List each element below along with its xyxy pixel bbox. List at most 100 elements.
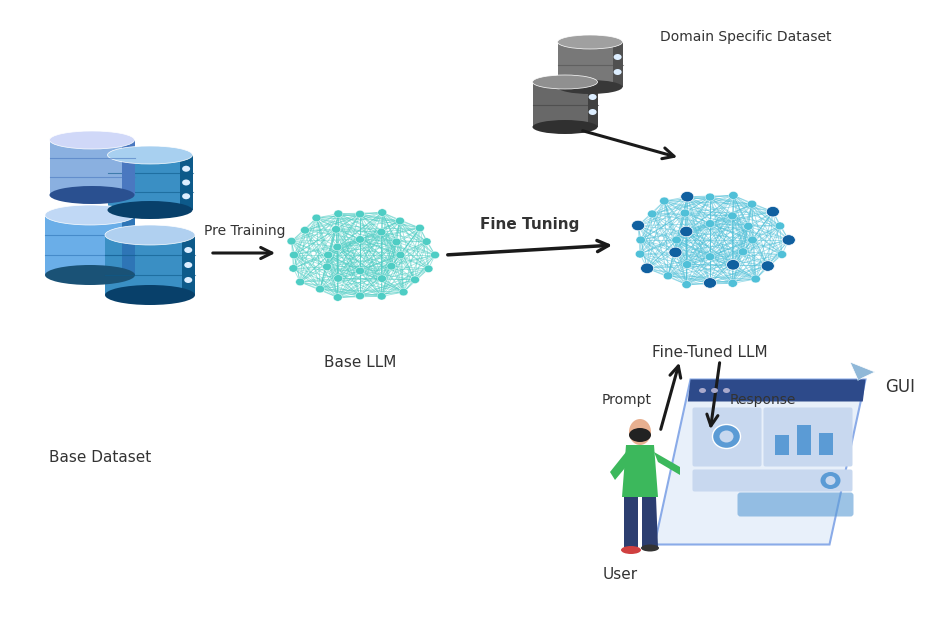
- FancyBboxPatch shape: [105, 235, 195, 295]
- Ellipse shape: [182, 193, 190, 199]
- Ellipse shape: [719, 430, 733, 442]
- FancyBboxPatch shape: [737, 493, 853, 517]
- Ellipse shape: [315, 285, 325, 293]
- FancyBboxPatch shape: [819, 432, 832, 454]
- Ellipse shape: [290, 251, 298, 259]
- Ellipse shape: [105, 285, 195, 305]
- Text: Fine Tuning: Fine Tuning: [481, 217, 580, 232]
- Ellipse shape: [680, 227, 693, 237]
- Ellipse shape: [422, 238, 431, 245]
- Ellipse shape: [430, 251, 440, 259]
- Ellipse shape: [705, 193, 714, 201]
- Text: GUI: GUI: [885, 378, 915, 396]
- Text: Fine-Tuned LLM: Fine-Tuned LLM: [653, 345, 768, 360]
- Ellipse shape: [629, 419, 651, 445]
- FancyBboxPatch shape: [693, 408, 762, 466]
- Ellipse shape: [712, 425, 740, 449]
- FancyBboxPatch shape: [774, 435, 788, 454]
- Ellipse shape: [184, 247, 192, 253]
- Ellipse shape: [728, 280, 737, 287]
- Ellipse shape: [395, 217, 405, 225]
- Ellipse shape: [312, 214, 321, 221]
- Ellipse shape: [387, 262, 396, 270]
- Ellipse shape: [767, 206, 779, 217]
- Ellipse shape: [680, 209, 690, 217]
- Text: Pre Training: Pre Training: [204, 224, 286, 238]
- Ellipse shape: [295, 278, 305, 286]
- Ellipse shape: [681, 191, 694, 202]
- Polygon shape: [624, 497, 638, 547]
- Polygon shape: [850, 362, 875, 380]
- Ellipse shape: [777, 251, 787, 259]
- FancyBboxPatch shape: [693, 469, 852, 492]
- FancyBboxPatch shape: [588, 82, 598, 127]
- Ellipse shape: [744, 222, 753, 230]
- Ellipse shape: [333, 210, 343, 218]
- Ellipse shape: [45, 205, 135, 225]
- Ellipse shape: [377, 228, 386, 236]
- Ellipse shape: [589, 109, 597, 115]
- Ellipse shape: [663, 272, 673, 280]
- Ellipse shape: [558, 80, 622, 94]
- Ellipse shape: [636, 236, 645, 244]
- Ellipse shape: [182, 166, 190, 172]
- Ellipse shape: [355, 292, 365, 300]
- Ellipse shape: [728, 212, 737, 220]
- FancyBboxPatch shape: [764, 408, 852, 466]
- Ellipse shape: [682, 281, 692, 288]
- Ellipse shape: [589, 94, 597, 100]
- Ellipse shape: [49, 186, 135, 204]
- Ellipse shape: [105, 225, 195, 245]
- Text: User: User: [602, 567, 637, 582]
- Ellipse shape: [324, 251, 332, 259]
- Ellipse shape: [49, 131, 135, 149]
- Ellipse shape: [821, 472, 841, 489]
- Ellipse shape: [705, 253, 714, 261]
- Ellipse shape: [332, 226, 341, 233]
- Ellipse shape: [738, 248, 748, 256]
- FancyBboxPatch shape: [107, 155, 193, 210]
- Text: Domain Specific Dataset: Domain Specific Dataset: [660, 30, 831, 44]
- Ellipse shape: [107, 201, 193, 219]
- Ellipse shape: [699, 388, 706, 393]
- Ellipse shape: [533, 75, 598, 89]
- Ellipse shape: [415, 224, 425, 232]
- Text: Response: Response: [730, 393, 796, 407]
- Text: Prompt: Prompt: [602, 393, 652, 407]
- Ellipse shape: [636, 250, 645, 258]
- Text: Base Dataset: Base Dataset: [48, 450, 151, 465]
- Ellipse shape: [410, 276, 420, 283]
- Ellipse shape: [614, 69, 621, 75]
- Ellipse shape: [748, 200, 757, 208]
- Ellipse shape: [182, 179, 190, 186]
- Ellipse shape: [333, 293, 342, 301]
- FancyBboxPatch shape: [122, 215, 135, 275]
- Ellipse shape: [287, 237, 296, 245]
- Ellipse shape: [300, 227, 310, 234]
- Ellipse shape: [323, 263, 332, 271]
- Ellipse shape: [672, 236, 681, 244]
- Ellipse shape: [723, 388, 730, 393]
- FancyBboxPatch shape: [180, 155, 193, 210]
- Ellipse shape: [184, 277, 192, 283]
- Ellipse shape: [377, 275, 387, 282]
- Ellipse shape: [659, 197, 669, 205]
- FancyBboxPatch shape: [613, 42, 622, 87]
- Ellipse shape: [396, 251, 405, 259]
- Ellipse shape: [727, 259, 740, 270]
- Polygon shape: [654, 452, 680, 475]
- Ellipse shape: [377, 293, 386, 300]
- Ellipse shape: [614, 54, 621, 60]
- Ellipse shape: [669, 247, 682, 257]
- Ellipse shape: [711, 388, 718, 393]
- Ellipse shape: [107, 146, 193, 164]
- Ellipse shape: [632, 220, 645, 231]
- Ellipse shape: [761, 261, 774, 271]
- Ellipse shape: [621, 546, 641, 554]
- Ellipse shape: [775, 222, 785, 230]
- Ellipse shape: [641, 545, 659, 551]
- Ellipse shape: [629, 428, 651, 442]
- Polygon shape: [622, 445, 658, 497]
- Ellipse shape: [640, 263, 654, 274]
- Polygon shape: [655, 379, 865, 545]
